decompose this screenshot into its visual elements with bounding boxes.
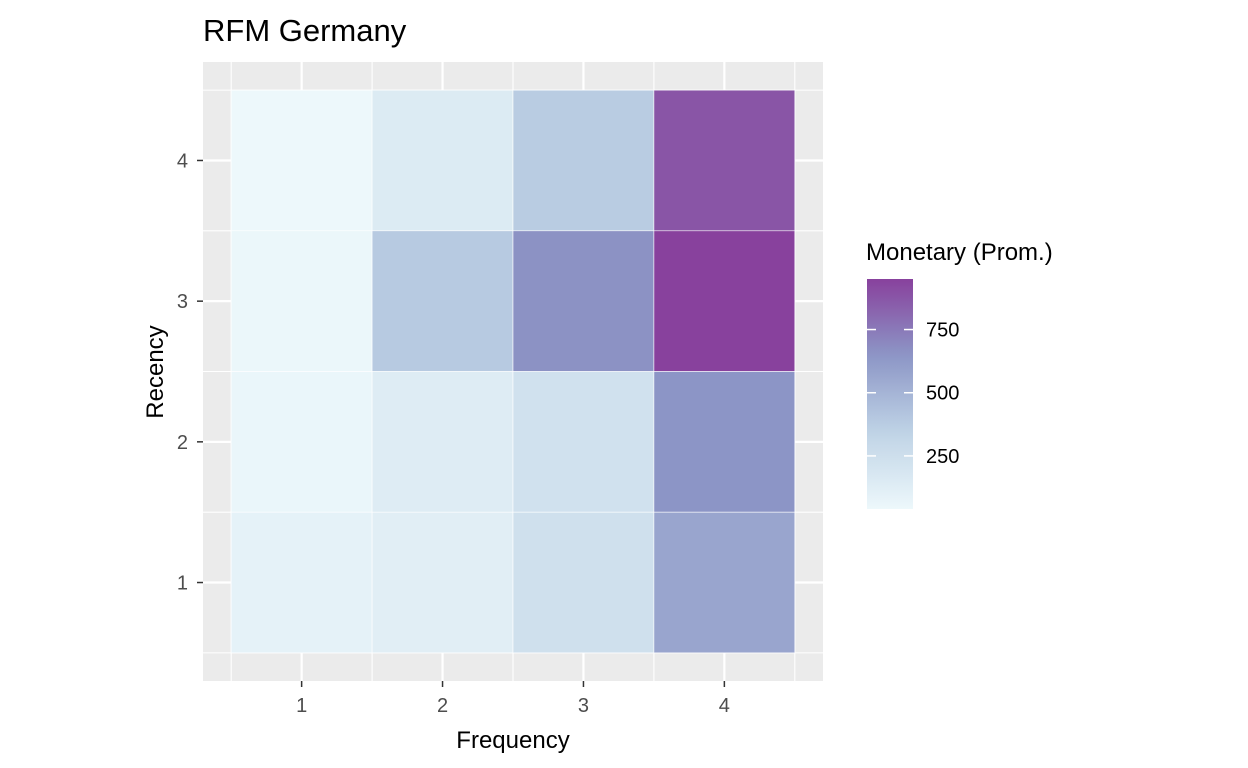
heatmap-cell-f3-r2 (512, 371, 655, 513)
y-tick-label: 2 (177, 432, 188, 454)
x-axis-title: Frequency (456, 727, 569, 754)
legend-colorbar (867, 279, 913, 509)
heatmap-cells (230, 89, 796, 654)
x-axis-ticks: 1 2 3 4 (296, 681, 730, 717)
heatmap-cell-f2-r1 (371, 511, 514, 654)
legend-title: Monetary (Prom.) (866, 239, 1053, 266)
heatmap-cell-f2-r4 (371, 89, 514, 232)
heatmap-cell-f4-r2 (653, 371, 796, 513)
heatmap-cell-f3-r4 (512, 89, 655, 232)
heatmap-cell-f2-r2 (371, 371, 514, 513)
y-tick-label: 3 (177, 291, 188, 313)
heatmap-cell-f4-r3 (653, 230, 796, 372)
y-tick-label: 1 (177, 573, 188, 595)
heatmap-cell-f1-r2 (230, 371, 373, 513)
x-tick-label: 3 (578, 695, 589, 717)
heatmap-cell-f3-r3 (512, 230, 655, 372)
legend-tick-label: 750 (926, 320, 959, 342)
color-legend: Monetary (Prom.) 250 500 750 (866, 239, 1053, 509)
heatmap-cell-f4-r4 (653, 89, 796, 232)
y-axis-ticks: 1 2 3 4 (177, 150, 203, 595)
legend-tick-label: 500 (926, 383, 959, 405)
heatmap-cell-f2-r3 (371, 230, 514, 372)
chart-title: RFM Germany (203, 13, 407, 48)
legend-tick-label: 250 (926, 446, 959, 468)
x-tick-label: 1 (296, 695, 307, 717)
heatmap-cell-f1-r4 (230, 89, 373, 232)
heatmap-cell-f1-r1 (230, 511, 373, 654)
legend-ticks: 250 500 750 (867, 320, 959, 468)
y-tick-label: 4 (177, 150, 188, 172)
heatmap-cell-f3-r1 (512, 511, 655, 654)
x-tick-label: 2 (437, 695, 448, 717)
heatmap-cell-f1-r3 (230, 230, 373, 372)
heatmap-cell-f4-r1 (653, 511, 796, 654)
y-axis-title: Recency (142, 325, 169, 418)
x-tick-label: 4 (719, 695, 730, 717)
